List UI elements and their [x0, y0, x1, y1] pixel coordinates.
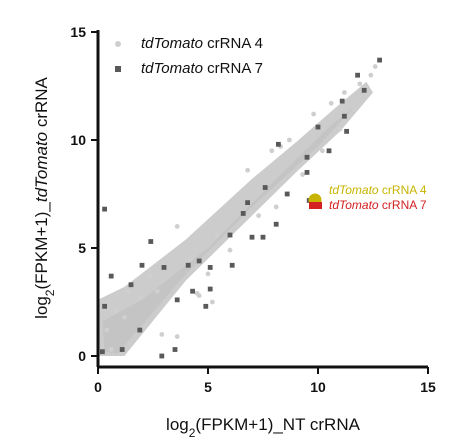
- data-point-series-2: [128, 282, 134, 288]
- data-point-series-1: [194, 290, 200, 296]
- data-point-series-2: [172, 347, 178, 352]
- data-point-series-1: [108, 347, 114, 352]
- data-point-series-2: [174, 297, 180, 303]
- data-point-series-2: [207, 265, 213, 270]
- data-point-series-2: [344, 128, 349, 134]
- data-point-series-2: [326, 148, 332, 154]
- y-tick-label: 0: [78, 348, 86, 364]
- x-tick-label: 5: [204, 379, 212, 395]
- data-point-series-1: [287, 137, 292, 143]
- data-point-series-2: [342, 113, 347, 119]
- data-point-series-2: [240, 211, 246, 216]
- data-point-series-2: [377, 57, 382, 63]
- x-tick-label: 0: [94, 379, 102, 395]
- data-point-series-2: [355, 72, 360, 78]
- data-point-series-2: [284, 191, 290, 197]
- data-point-series-1: [357, 81, 363, 87]
- data-point-series-1: [328, 100, 334, 106]
- data-point-series-2: [304, 154, 310, 160]
- data-point-series-1: [368, 72, 374, 78]
- data-point-series-2: [227, 232, 233, 238]
- x-axis-title: log2(FPKM+1)_NT crRNA: [166, 415, 361, 438]
- data-point-series-1: [245, 167, 251, 173]
- data-point-series-2: [339, 98, 345, 104]
- data-point-series-2: [249, 234, 255, 240]
- x-axis-ticks: 0 5 10 15: [94, 367, 436, 395]
- data-point-series-1: [159, 332, 165, 337]
- data-point-series-2: [273, 221, 279, 227]
- data-point-series-2: [161, 265, 167, 270]
- data-point-series-2: [185, 262, 191, 268]
- legend: tdTomato crRNA 4 tdTomato crRNA 7: [115, 35, 263, 77]
- data-point-series-1: [104, 327, 110, 333]
- data-point-series-2: [102, 303, 107, 309]
- legend-marker: [115, 41, 121, 47]
- data-point-series-2: [229, 262, 235, 268]
- data-point-series-2: [203, 303, 209, 309]
- y-tick-label: 10: [70, 132, 86, 148]
- data-point-series-1: [155, 288, 160, 294]
- data-point-series-2: [260, 234, 266, 240]
- data-point-series-1: [269, 148, 275, 154]
- data-point-series-2: [190, 288, 195, 294]
- data-point-series-1: [300, 172, 305, 177]
- data-point-series-2: [262, 185, 268, 190]
- data-point-series-2: [304, 170, 310, 175]
- data-point-series-1: [122, 314, 127, 320]
- data-point-series-2: [139, 262, 145, 268]
- y-tick-label: 5: [78, 240, 86, 256]
- data-point-series-1: [273, 204, 279, 210]
- data-point-series-1: [342, 90, 347, 95]
- data-cloud-core: [102, 107, 354, 354]
- plot-area: [98, 57, 382, 359]
- data-point-series-1: [174, 334, 180, 339]
- data-points: [100, 57, 382, 359]
- data-point-series-1: [210, 299, 215, 305]
- y-axis-ticks: 0 5 10 15: [70, 24, 98, 364]
- x-tick-label: 15: [420, 379, 436, 395]
- legend-label: tdTomato crRNA 7: [141, 60, 263, 77]
- inset-legend-marker: [309, 202, 322, 209]
- data-point-series-1: [214, 232, 220, 238]
- data-point-series-1: [113, 308, 118, 314]
- data-point-series-1: [174, 224, 180, 229]
- data-point-series-2: [108, 273, 114, 279]
- data-point-series-2: [119, 347, 125, 352]
- data-point-series-2: [315, 124, 321, 130]
- inset-legend-label: tdTomato crRNA 4: [329, 183, 427, 197]
- data-point-series-1: [320, 148, 325, 154]
- data-point-series-2: [196, 258, 202, 264]
- x-tick-label: 10: [310, 379, 326, 395]
- data-point-series-1: [311, 111, 316, 117]
- data-point-series-1: [188, 256, 193, 262]
- data-point-series-2: [148, 239, 154, 244]
- data-point-series-1: [337, 126, 343, 132]
- data-point-series-2: [159, 353, 165, 359]
- y-tick-label: 15: [70, 24, 86, 40]
- data-point-series-1: [205, 271, 211, 277]
- y-axis-title: log2(FPKM+1)_tdTomato crRNA: [32, 76, 57, 318]
- data-point-series-1: [148, 273, 154, 279]
- data-point-series-2: [100, 349, 105, 355]
- data-point-series-1: [137, 295, 143, 301]
- data-point-series-1: [227, 247, 233, 253]
- data-point-series-2: [207, 286, 213, 292]
- legend-label: tdTomato crRNA 4: [141, 35, 263, 52]
- inset-legend-label: tdTomato crRNA 7: [329, 198, 427, 212]
- data-point-series-2: [361, 87, 367, 93]
- data-point-series-2: [245, 200, 250, 206]
- data-point-series-2: [276, 141, 281, 147]
- data-point-series-1: [372, 64, 378, 69]
- legend-marker: [115, 66, 121, 72]
- data-point-series-1: [126, 288, 132, 294]
- data-cloud: [98, 81, 373, 356]
- data-point-series-2: [137, 327, 143, 333]
- data-point-series-2: [102, 206, 107, 212]
- data-point-series-1: [256, 213, 261, 219]
